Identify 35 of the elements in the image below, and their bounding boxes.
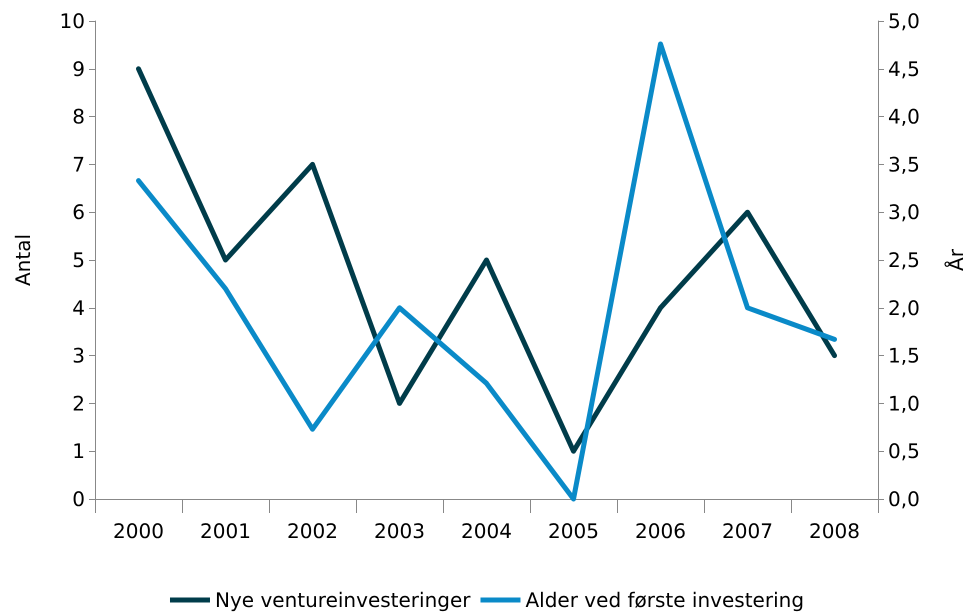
y-tick-label: 9: [72, 56, 85, 81]
x-tick-label: 2007: [722, 519, 773, 543]
y-tick-label: 7: [72, 152, 85, 176]
y2-tick-label: 3,5: [888, 152, 920, 176]
y-tick-label: 5: [72, 248, 85, 272]
y2-tick-label: 1,5: [888, 344, 920, 368]
y2-tick-label: 4,0: [888, 104, 920, 129]
y-tick-label: 1: [72, 439, 85, 464]
x-tick-label: 2004: [461, 519, 512, 543]
y-tick-label: 4: [72, 296, 85, 320]
x-tick-label: 2003: [374, 519, 425, 543]
x-tick-label: 2000: [113, 519, 164, 543]
y2-tick-label: 0,5: [888, 439, 920, 464]
y-tick-label: 10: [60, 9, 85, 33]
y2-axis-title: År: [944, 248, 968, 271]
y2-tick-label: 2,0: [888, 296, 920, 320]
y2-tick-label: 0,0: [888, 487, 920, 511]
y-tick-label: 3: [72, 344, 85, 368]
y2-tick-label: 2,5: [888, 248, 920, 272]
x-tick-label: 2005: [548, 519, 599, 543]
x-tick-label: 2002: [287, 519, 338, 543]
y2-tick-label: 4,5: [888, 56, 920, 81]
legend-label: Alder ved første investering: [525, 588, 804, 612]
y-axis-title: Antal: [11, 234, 35, 286]
x-tick-label: 2001: [200, 519, 251, 543]
y2-tick-label: 3,0: [888, 200, 920, 224]
y-tick-label: 0: [72, 487, 85, 511]
y2-tick-label: 5,0: [888, 9, 920, 33]
y-tick-label: 2: [72, 391, 85, 416]
x-tick-label: 2008: [809, 519, 860, 543]
y2-tick-label: 1,0: [888, 391, 920, 416]
legend-label: Nye ventureinvesteringer: [214, 588, 472, 612]
y-tick-label: 8: [72, 104, 85, 129]
x-tick-label: 2006: [635, 519, 686, 543]
y-tick-label: 6: [72, 200, 85, 224]
